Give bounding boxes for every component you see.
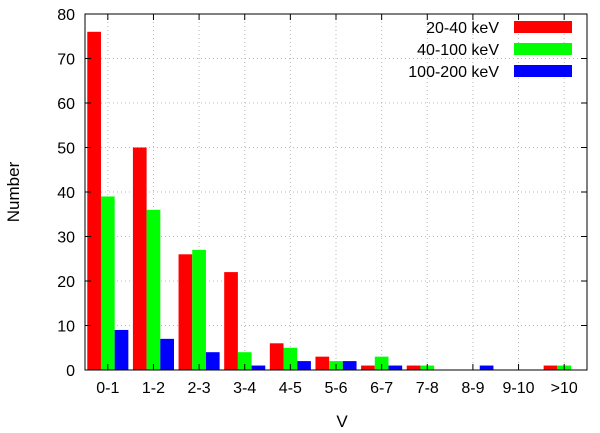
x-tick-label: 0-1 — [96, 380, 119, 397]
y-tick-label: 20 — [57, 274, 75, 291]
bar-20-40-kev-6 — [361, 365, 375, 370]
x-axis-label: V — [336, 412, 348, 431]
y-tick-labels: 0 10 20 30 40 50 60 70 80 — [57, 7, 75, 380]
y-tick-label: 30 — [57, 230, 75, 247]
x-tick-label: 6-7 — [370, 380, 393, 397]
legend-swatch — [514, 43, 572, 55]
x-tick-label: 3-4 — [233, 380, 256, 397]
x-tick-labels: 0-1 1-2 2-3 3-4 4-5 5-6 6-7 7-8 8-9 9-10 >10 — [96, 380, 578, 397]
bar-40-100-kev-4 — [283, 347, 298, 370]
bar-40-100-kev-1 — [146, 209, 161, 370]
x-tick-label: 5-6 — [324, 380, 347, 397]
y-tick-label: 50 — [57, 141, 75, 158]
bar-100-200-kev-3 — [251, 365, 266, 370]
bar-100-200-kev-2 — [205, 352, 220, 370]
bar-20-40-kev-10 — [543, 365, 558, 370]
y-axis-label: Number — [4, 161, 23, 222]
x-tick-label: 4-5 — [279, 380, 302, 397]
legend-label: 20-40 keV — [426, 20, 499, 37]
bar-100-200-kev-0 — [114, 329, 129, 370]
legend-swatch — [514, 21, 572, 33]
y-tick-label: 0 — [66, 363, 75, 380]
bar-40-100-kev-2 — [192, 249, 206, 370]
bar-20-40-kev-3 — [224, 272, 238, 370]
x-tick-label: 8-9 — [461, 380, 484, 397]
bars — [87, 31, 572, 371]
x-tick-label: 7-8 — [416, 380, 439, 397]
bar-20-40-kev-2 — [178, 254, 193, 370]
y-tick-label: 60 — [57, 96, 75, 113]
bar-40-100-kev-0 — [100, 196, 115, 370]
x-tick-label: 1-2 — [142, 380, 165, 397]
legend-label: 100-200 keV — [408, 64, 499, 81]
y-tick-label: 10 — [57, 319, 75, 336]
legend-swatch — [514, 65, 572, 77]
bar-20-40-kev-0 — [87, 31, 101, 371]
x-tick-label: >10 — [551, 380, 578, 397]
bar-100-200-kev-8 — [479, 365, 494, 370]
y-tick-label: 40 — [57, 185, 75, 202]
bar-40-100-kev-6 — [374, 356, 389, 370]
legend-label: 40-100 keV — [417, 42, 499, 59]
y-tick-label: 80 — [57, 7, 75, 24]
bar-100-200-kev-1 — [160, 338, 174, 370]
bar-100-200-kev-5 — [342, 361, 357, 370]
x-tick-label: 9-10 — [503, 380, 535, 397]
bar-20-40-kev-1 — [132, 147, 147, 370]
x-tick-label: 2-3 — [188, 380, 211, 397]
bar-100-200-kev-6 — [388, 365, 403, 370]
bar-20-40-kev-5 — [315, 356, 330, 370]
y-tick-label: 70 — [57, 52, 75, 69]
plot-frame — [84, 13, 588, 371]
bar-20-40-kev-7 — [406, 365, 421, 370]
bar-20-40-kev-4 — [269, 343, 284, 370]
ticks — [85, 13, 587, 371]
legend: 20-40 keV 40-100 keV 100-200 keV — [408, 20, 572, 81]
bar-100-200-kev-4 — [297, 361, 311, 370]
bar-40-100-kev-3 — [237, 352, 252, 370]
grid — [85, 14, 587, 370]
